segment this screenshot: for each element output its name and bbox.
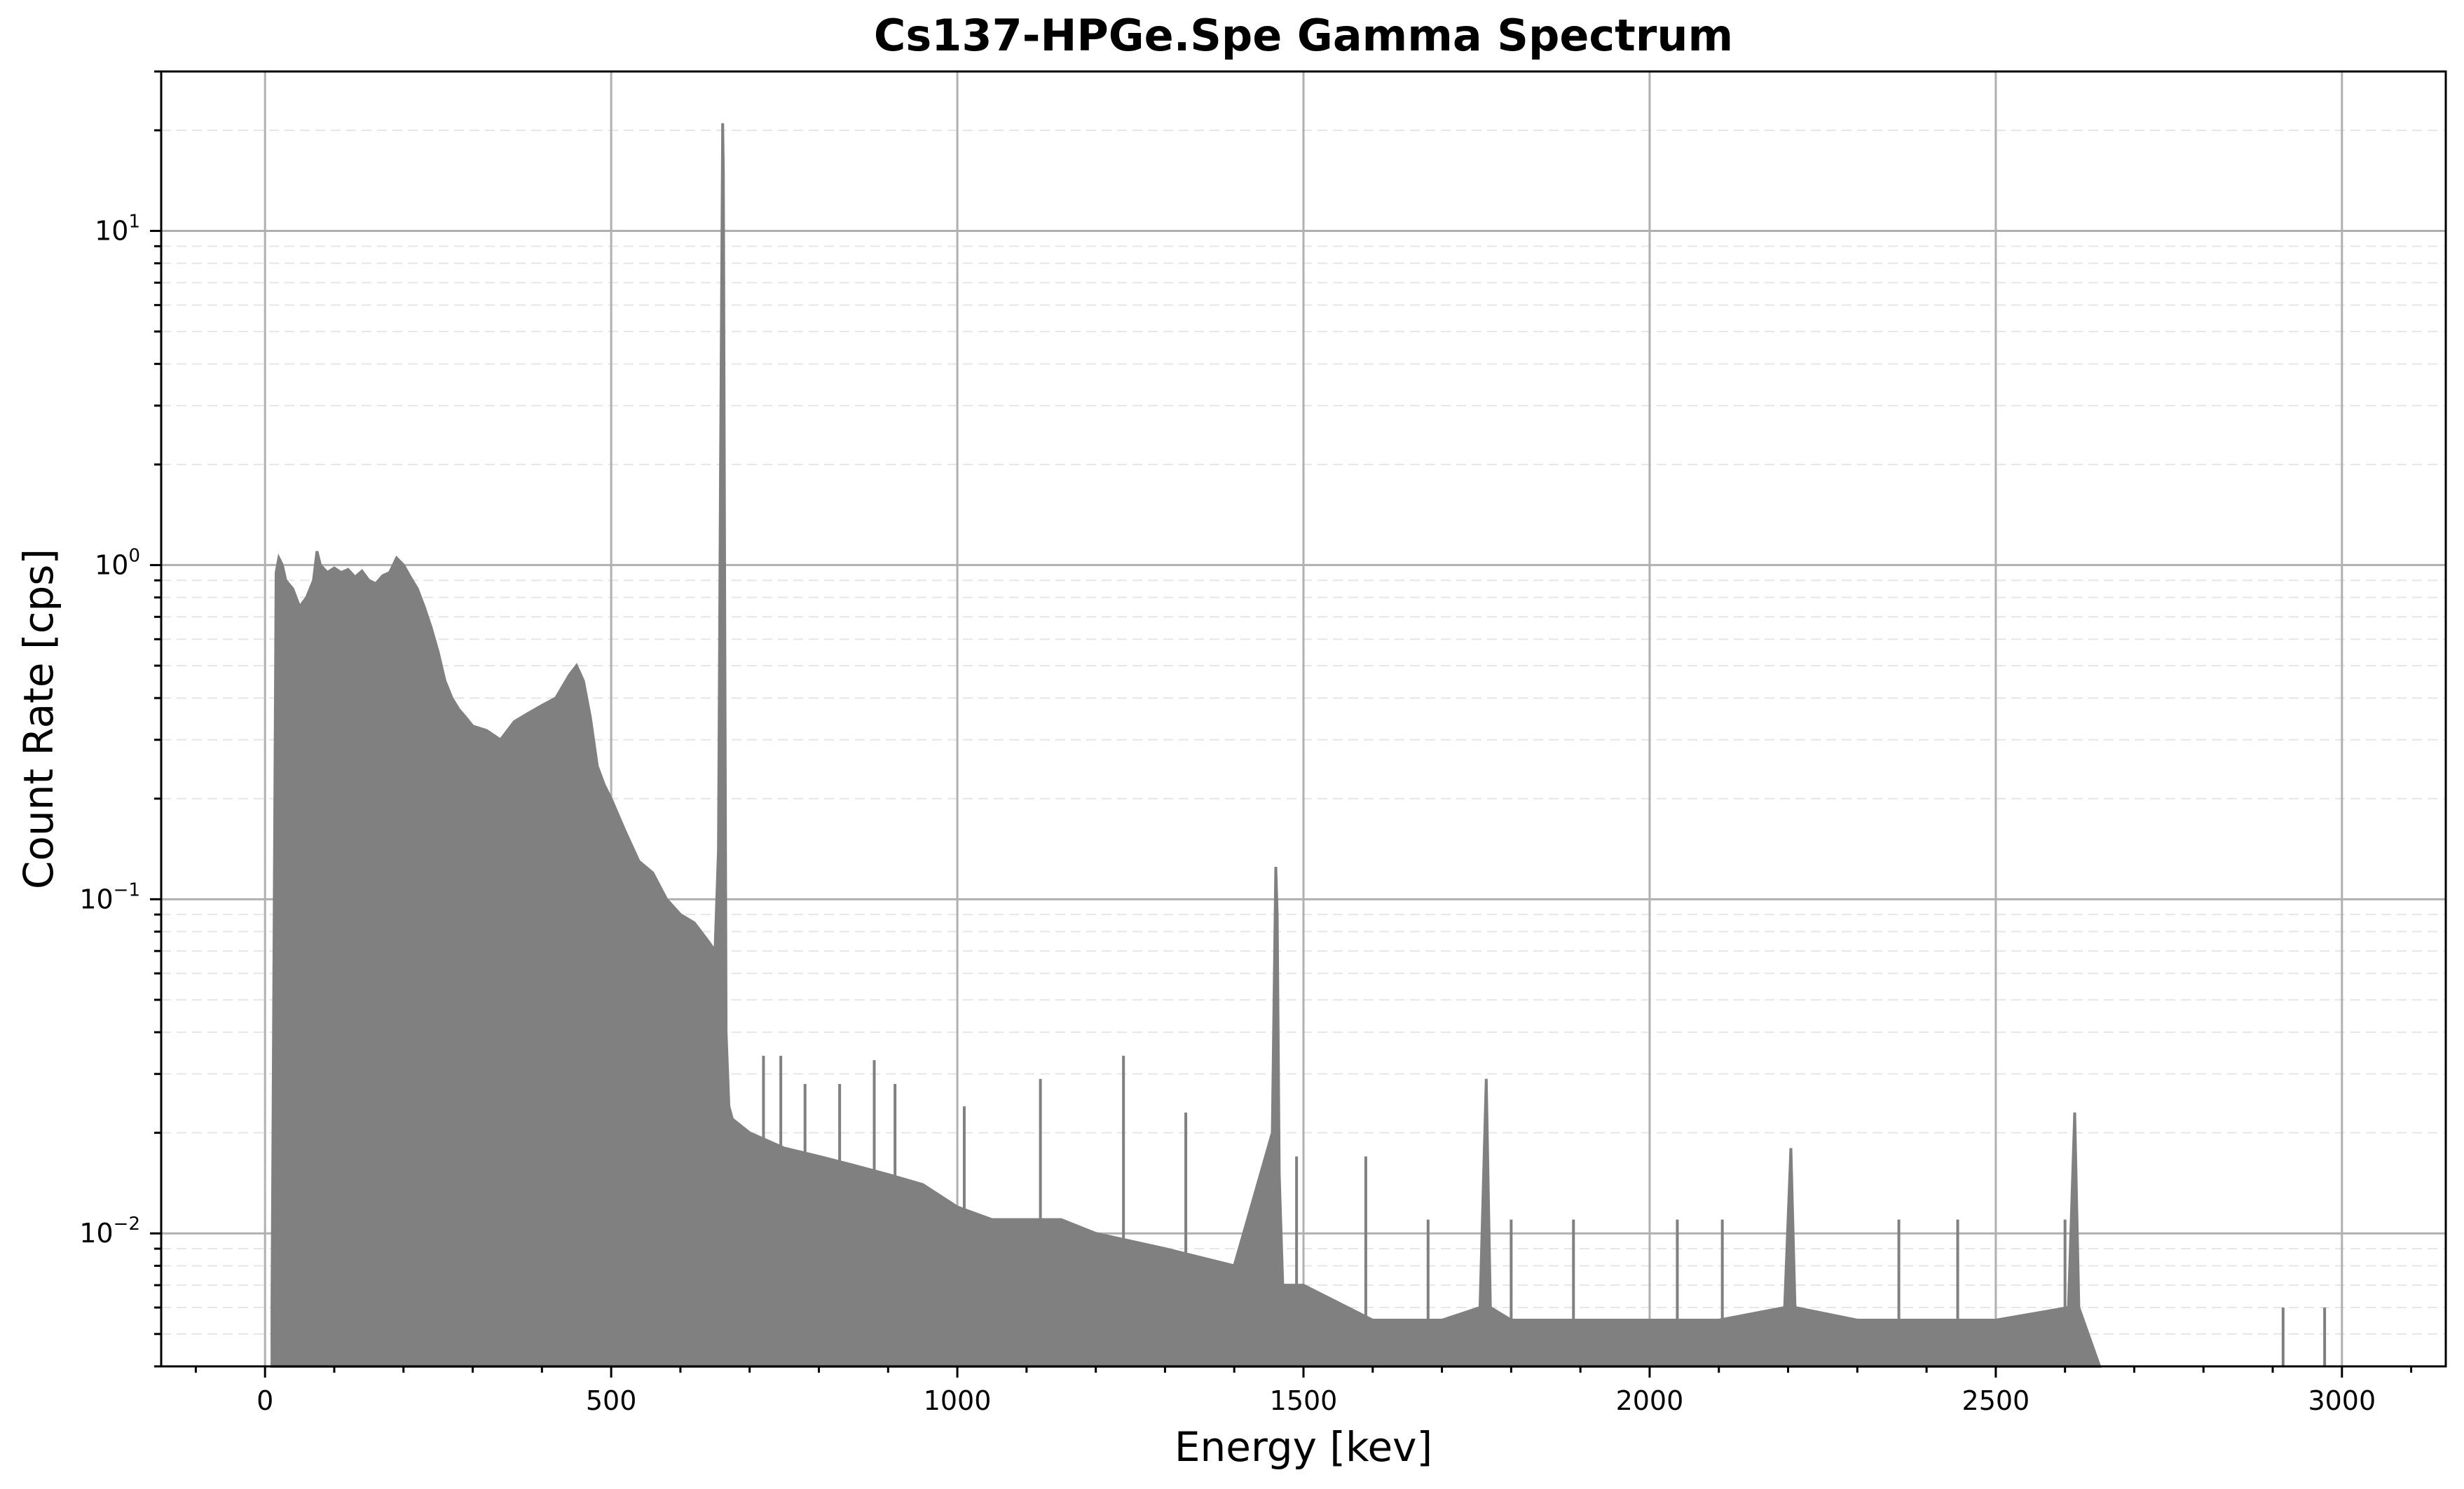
x-tick-label: 500: [586, 1385, 637, 1416]
x-tick-label: 0: [256, 1385, 273, 1416]
x-axis-label: Energy [kev]: [1175, 1423, 1432, 1471]
x-tick-label: 1000: [924, 1385, 992, 1416]
y-axis-label: Count Rate [cps]: [15, 549, 62, 889]
x-axis-ticks: 0 500 1000 1500 2000 2500 3000: [194, 1366, 2413, 1416]
y-tick-label: 101: [95, 212, 140, 247]
x-tick-label: 2500: [1962, 1385, 2030, 1416]
x-tick-label: 3000: [2308, 1385, 2376, 1416]
y-tick-label: 10−1: [79, 879, 140, 914]
y-tick-label: 100: [95, 545, 140, 580]
x-tick-label: 2000: [1616, 1385, 1684, 1416]
y-tick-label: 10−2: [79, 1214, 140, 1249]
spectrum-series: [271, 123, 2102, 1368]
y-axis-ticks: 10−2 10−1 100 101: [79, 70, 161, 1368]
plot-area: [271, 123, 2327, 1368]
chart-title: Cs137-HPGe.Spe Gamma Spectrum: [874, 10, 1733, 61]
x-tick-label: 1500: [1270, 1385, 1338, 1416]
